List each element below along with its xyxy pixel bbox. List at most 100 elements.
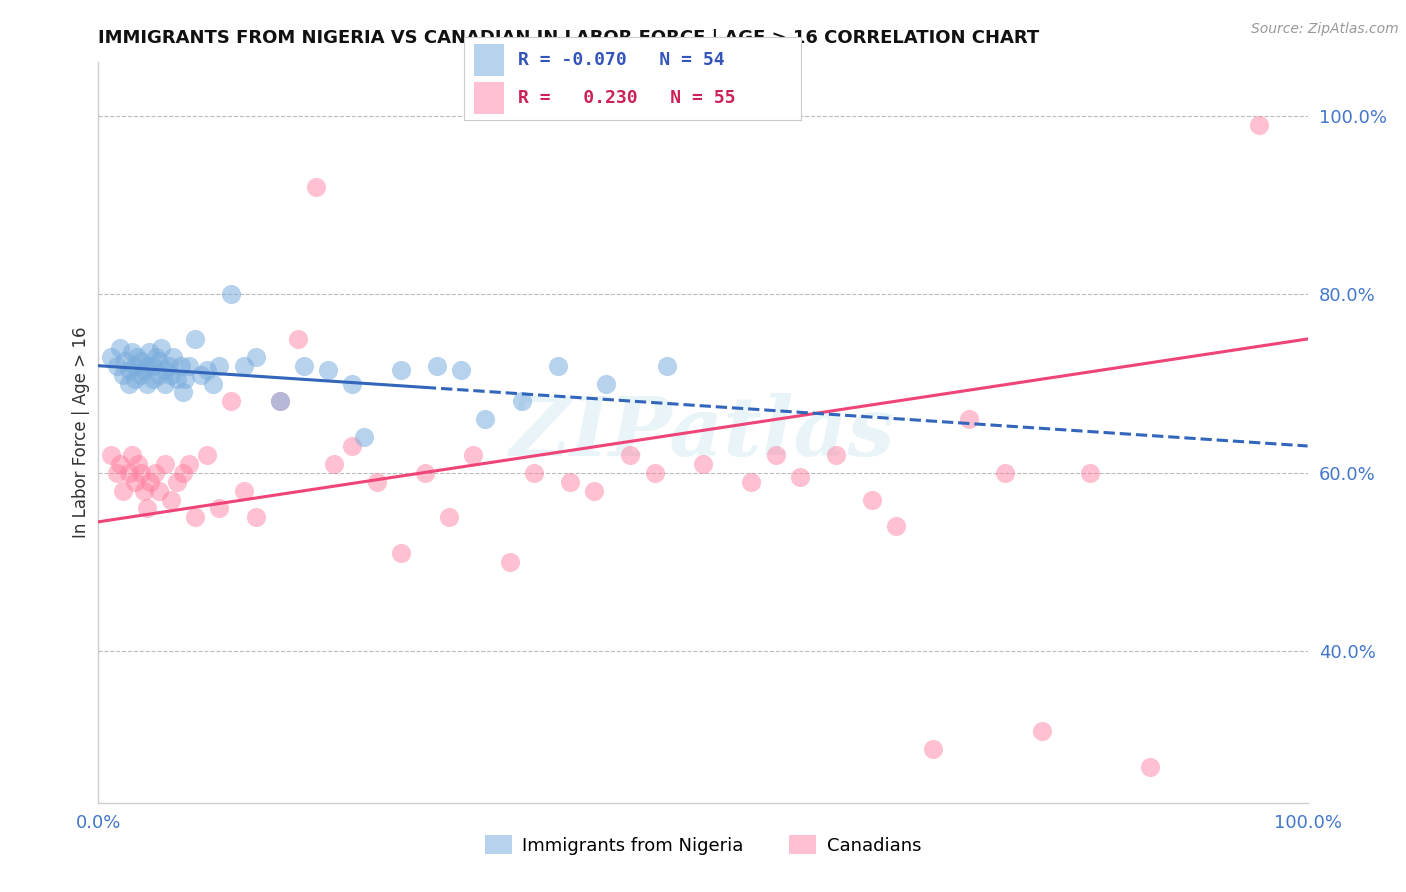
- Point: [765, 448, 787, 462]
- Point: [195, 448, 218, 462]
- Point: [323, 457, 346, 471]
- Point: [114, 354, 136, 368]
- Point: [245, 510, 267, 524]
- Point: [474, 412, 496, 426]
- Point: [100, 448, 122, 462]
- Point: [148, 354, 170, 368]
- Point: [184, 332, 207, 346]
- Point: [1078, 466, 1101, 480]
- Text: R = -0.070   N = 54: R = -0.070 N = 54: [517, 51, 724, 69]
- Point: [160, 492, 183, 507]
- Point: [118, 466, 141, 480]
- Point: [134, 363, 156, 377]
- FancyBboxPatch shape: [474, 82, 505, 114]
- Point: [619, 448, 641, 462]
- Text: IMMIGRANTS FROM NIGERIA VS CANADIAN IN LABOR FORCE | AGE > 16 CORRELATION CHART: IMMIGRANTS FROM NIGERIA VS CANADIAN IN L…: [98, 29, 1039, 47]
- Point: [105, 359, 128, 373]
- Y-axis label: In Labor Force | Age > 16: In Labor Force | Age > 16: [72, 326, 90, 539]
- Point: [127, 457, 149, 471]
- Point: [143, 466, 166, 480]
- Point: [153, 376, 176, 391]
- Point: [134, 483, 156, 498]
- Point: [124, 475, 146, 489]
- Point: [523, 466, 546, 480]
- Point: [886, 519, 908, 533]
- Point: [221, 287, 243, 301]
- Point: [169, 359, 191, 373]
- Point: [111, 368, 134, 382]
- Point: [153, 457, 176, 471]
- Point: [583, 483, 606, 498]
- Text: R =   0.230   N = 55: R = 0.230 N = 55: [517, 89, 735, 107]
- Point: [595, 376, 617, 391]
- Point: [124, 359, 146, 373]
- Text: Source: ZipAtlas.com: Source: ZipAtlas.com: [1251, 22, 1399, 37]
- Point: [145, 350, 167, 364]
- Point: [1031, 724, 1053, 739]
- Point: [232, 359, 254, 373]
- Point: [166, 372, 188, 386]
- Point: [389, 546, 412, 560]
- Point: [160, 368, 183, 382]
- Point: [450, 363, 472, 377]
- Point: [129, 368, 152, 382]
- Point: [118, 376, 141, 391]
- Point: [202, 376, 225, 391]
- Point: [366, 475, 388, 489]
- Point: [100, 350, 122, 364]
- Point: [179, 359, 201, 373]
- Point: [124, 372, 146, 386]
- Point: [135, 376, 157, 391]
- Point: [148, 368, 170, 382]
- Point: [111, 483, 134, 498]
- Point: [121, 345, 143, 359]
- Point: [269, 394, 291, 409]
- Point: [135, 501, 157, 516]
- Point: [129, 354, 152, 368]
- Point: [269, 394, 291, 409]
- Point: [789, 470, 811, 484]
- Point: [142, 372, 165, 386]
- Point: [1249, 118, 1271, 132]
- Point: [105, 466, 128, 480]
- Point: [342, 376, 364, 391]
- Point: [221, 394, 243, 409]
- Legend: Immigrants from Nigeria, Canadians: Immigrants from Nigeria, Canadians: [478, 828, 928, 862]
- Point: [692, 457, 714, 471]
- Point: [232, 483, 254, 498]
- Point: [498, 555, 520, 569]
- Point: [190, 368, 212, 382]
- Point: [153, 363, 176, 377]
- Point: [353, 430, 375, 444]
- Point: [1139, 760, 1161, 774]
- Point: [179, 457, 201, 471]
- Point: [558, 475, 581, 489]
- Point: [644, 466, 666, 480]
- Point: [162, 350, 184, 364]
- Point: [389, 363, 412, 377]
- Point: [316, 363, 339, 377]
- Point: [157, 359, 180, 373]
- Point: [129, 466, 152, 480]
- Point: [172, 466, 194, 480]
- Point: [166, 475, 188, 489]
- Point: [195, 363, 218, 377]
- Point: [740, 475, 762, 489]
- Point: [510, 394, 533, 409]
- Point: [174, 372, 197, 386]
- Point: [245, 350, 267, 364]
- Point: [135, 359, 157, 373]
- Point: [208, 501, 231, 516]
- Point: [305, 180, 328, 194]
- Point: [463, 448, 485, 462]
- Point: [118, 363, 141, 377]
- Point: [139, 475, 162, 489]
- Point: [287, 332, 309, 346]
- Point: [426, 359, 449, 373]
- Text: ZIPatlas: ZIPatlas: [510, 392, 896, 473]
- Point: [138, 345, 160, 359]
- Point: [292, 359, 315, 373]
- Point: [142, 359, 165, 373]
- Point: [860, 492, 883, 507]
- Point: [150, 341, 173, 355]
